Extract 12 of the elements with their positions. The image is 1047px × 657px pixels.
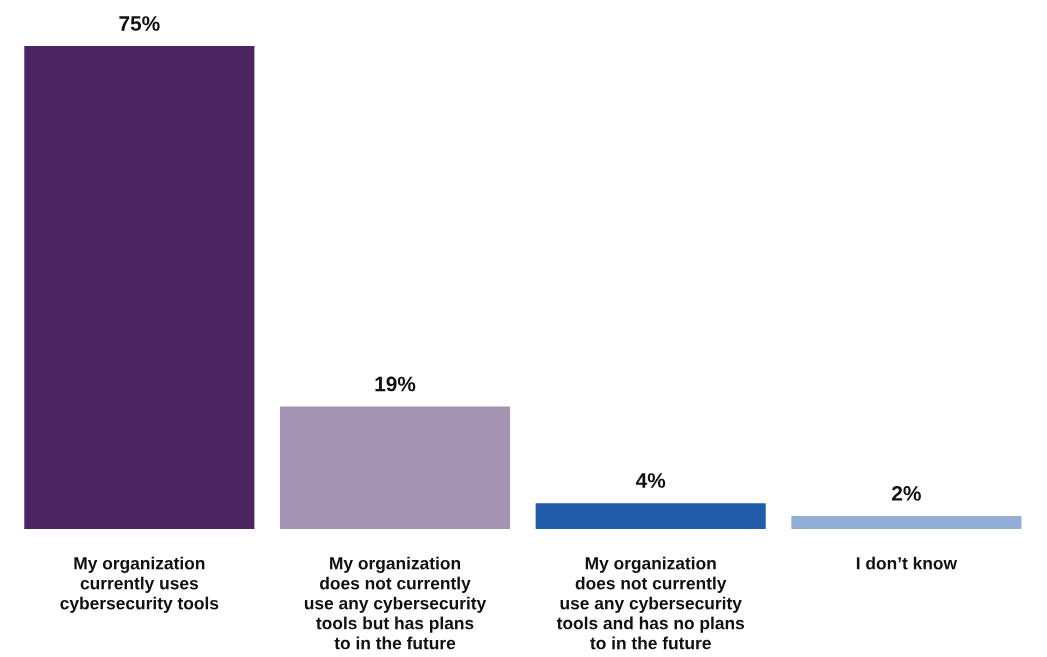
data-label: 2% — [892, 486, 921, 501]
x-tick-label: My organization currently uses cybersecurity tools — [60, 556, 219, 613]
data-label: 19% — [375, 376, 416, 392]
bar — [279, 406, 511, 529]
x-tick-label: I don’t know — [856, 556, 958, 570]
x-tick-label: My organization does not currently use any cybersecurity tools but has plans to in the future — [304, 556, 487, 650]
x-tick-label: My organization does not currently use any cybersecurity tools and has no plans to in the future — [556, 556, 745, 650]
bar — [791, 516, 1022, 529]
data-label: 4% — [635, 473, 666, 488]
data-label: 75% — [119, 16, 160, 31]
bar — [24, 46, 255, 529]
bar — [535, 503, 766, 529]
